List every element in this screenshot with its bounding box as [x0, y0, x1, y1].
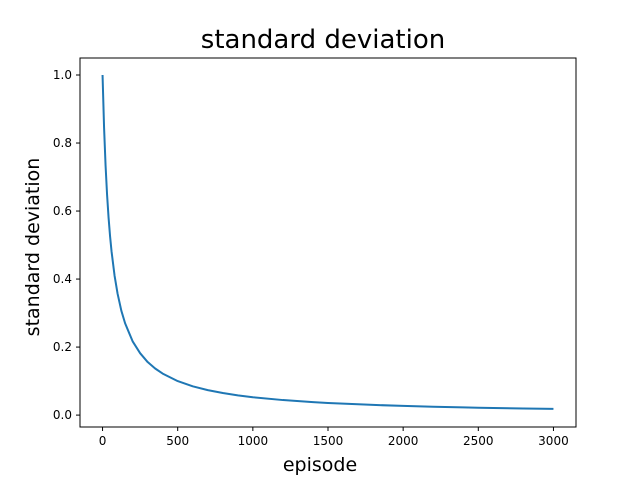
x-tick-label: 2000: [388, 434, 419, 448]
y-tick-label: 0.0: [53, 408, 72, 422]
y-tick-label: 0.8: [53, 136, 72, 150]
y-axis-label: standard deviation: [22, 158, 44, 337]
y-tick-label: 1.0: [53, 68, 72, 82]
x-axis-label: episode: [283, 454, 357, 476]
x-tick-label: 3000: [538, 434, 569, 448]
x-tick-label: 0: [99, 434, 107, 448]
y-tick-label: 0.6: [53, 204, 72, 218]
x-tick-label: 500: [166, 434, 189, 448]
plot-area: [101, 74, 554, 410]
x-tick-label: 2500: [463, 434, 494, 448]
x-tick-label: 1000: [238, 434, 269, 448]
y-tick-label: 0.4: [53, 272, 72, 286]
axis-ticks: 0 500 1000 1500 2000 2500 3000 0.0 0.2 0.4 0.6 0.8 1…: [53, 68, 569, 448]
chart-title: standard deviation: [201, 25, 445, 55]
y-tick-label: 0.2: [53, 340, 72, 354]
series-line: [101, 74, 554, 410]
plot-frame: [79, 57, 577, 428]
x-tick-label: 1500: [313, 434, 344, 448]
